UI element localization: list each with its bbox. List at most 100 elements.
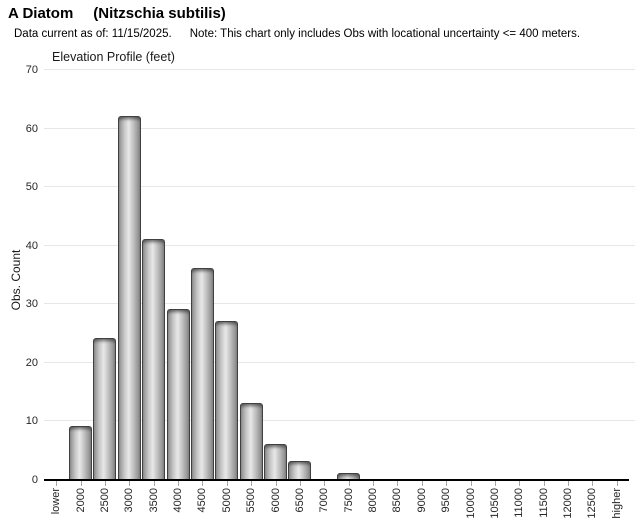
x-axis-tick [129,481,131,486]
x-axis-tick [446,481,448,486]
bar-slot [117,70,141,480]
bar-slot [507,70,531,480]
gridline [44,186,635,188]
x-axis-tick-label: 5000 [220,488,233,513]
bar-3500[interactable] [142,238,166,480]
bar-2500[interactable] [93,338,117,480]
x-axis-tick [324,481,326,486]
x-axis-tick [470,481,472,486]
x-axis-slot: 4500 [190,481,214,523]
x-axis-tick-label: 11500 [537,488,550,518]
bar-5000[interactable] [215,320,239,480]
x-axis-tick-label: 12000 [562,488,575,519]
bar-slot [215,70,239,480]
x-axis-slot: 3000 [117,481,141,523]
x-axis-tick [543,481,545,486]
x-axis-tick [153,481,155,486]
bar-2000[interactable] [69,426,93,480]
bar-slot [434,70,458,480]
bar-slot [142,70,166,480]
x-axis-slot: 6000 [263,481,287,523]
bar-slot [410,70,434,480]
x-axis-tick [178,481,180,486]
x-axis-tick [299,481,301,486]
y-axis-tick-label: 50 [25,181,38,194]
bar-slot [239,70,263,480]
bar-4500[interactable] [190,268,214,480]
bar-slot [44,70,68,480]
x-axis-tick-label: 10000 [464,488,477,519]
x-axis-tick [568,481,570,486]
x-axis-tick-labels: lower 2000 2500 3000 3500 4000 4500 5000 5500 600… [44,481,629,523]
y-axis-tick-label: 20 [25,356,38,369]
gridline [44,303,635,305]
bar-slot [337,70,361,480]
x-axis-slot: 10000 [458,481,482,523]
x-axis-tick [616,481,618,486]
bar-slot [93,70,117,480]
y-axis-tick-label: 40 [25,239,38,252]
bar-slot [361,70,385,480]
x-axis-tick-label: 7500 [342,488,355,513]
bar-slot [166,70,190,480]
bar-slot [68,70,93,480]
x-axis-line [44,479,629,481]
bar-4000[interactable] [166,309,190,480]
x-axis-slot: lower [44,481,68,523]
bar-slot [605,70,629,480]
x-axis-tick-label: 5500 [245,488,258,513]
x-axis-slot: 12500 [580,481,604,523]
bar-7500[interactable] [337,473,361,480]
gridline [44,244,635,246]
x-axis-slot: 5500 [239,481,263,523]
bar-slot [190,70,214,480]
chart-title: Elevation Profile (feet) [52,50,175,64]
data-current-note: Data current as of: 11/15/2025. [14,28,172,40]
x-axis-tick [397,481,399,486]
y-axis-tick-label: 70 [25,64,38,76]
x-axis-slot: 11500 [532,481,556,523]
bar-5500[interactable] [239,402,263,480]
bars-container [44,70,629,480]
y-axis-tick-labels: 0 10 20 30 40 50 60 70 [0,64,38,486]
x-axis-slot: 9500 [434,481,458,523]
bar-slot [580,70,604,480]
bar-6500[interactable] [288,461,312,480]
x-axis-tick-label: 9000 [415,488,428,513]
x-axis-tick [348,481,350,486]
x-axis-tick-label: 8500 [391,488,404,513]
bar-slot [312,70,336,480]
x-axis-tick [226,481,228,486]
x-axis-tick-label: 3000 [123,488,136,513]
x-axis-tick-label: 4000 [172,488,185,513]
x-axis-tick-label: 9500 [440,488,453,513]
x-axis-slot: 2500 [93,481,117,523]
bar-slot [385,70,409,480]
x-axis-tick [592,481,594,486]
x-axis-slot: 5000 [215,481,239,523]
y-axis-tick-label: 60 [25,122,38,135]
x-axis-tick [251,481,253,486]
x-axis-tick-label: higher [610,488,623,519]
gridline [44,420,635,422]
plot-area [44,69,635,481]
species-scientific-name: (Nitzschia subtilis) [93,5,226,22]
x-axis-slot: 12000 [556,481,580,523]
bar-slot [288,70,312,480]
bar-6000[interactable] [264,443,288,480]
data-note: Data current as of: 11/15/2025. Note: Thi… [14,28,580,40]
x-axis-slot: 6500 [288,481,312,523]
x-axis-tick [275,481,277,486]
x-axis-tick-label: 6500 [293,488,306,513]
bar-slot [483,70,507,480]
x-axis-slot: 4000 [166,481,190,523]
x-axis-slot: 11000 [507,481,531,523]
x-axis-tick [56,481,58,486]
y-axis-tick-label: 30 [25,298,38,311]
species-common-name: A Diatom [8,5,74,22]
x-axis-tick [494,481,496,486]
bar-3000[interactable] [117,115,141,480]
x-axis-slot: 7000 [312,481,336,523]
x-axis-tick-label: 8000 [367,488,380,513]
